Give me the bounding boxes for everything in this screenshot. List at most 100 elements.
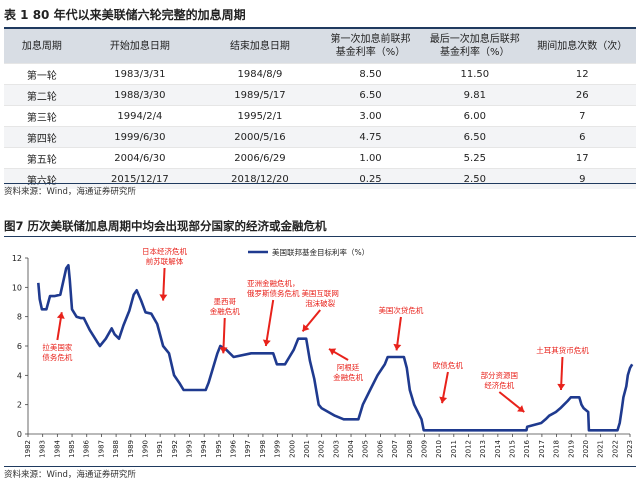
cell-count: 9: [528, 168, 636, 189]
x-tick-label: 2017: [538, 440, 546, 458]
table-title: 表 1 80 年代以来美联储六轮完整的加息周期: [4, 8, 246, 22]
x-tick-label: 2022: [611, 440, 619, 458]
x-tick-label: 1991: [156, 440, 164, 458]
x-tick-label: 1993: [186, 440, 194, 458]
annotation-text: 金融危机: [210, 306, 240, 316]
arrow-head-icon: [56, 312, 65, 319]
annotation: 美国次贷危机: [378, 305, 424, 351]
annotation-text: 金融危机: [333, 372, 363, 382]
cell-start: 1999/6/30: [79, 126, 200, 148]
fed-funds-rate-chart: 0 2 4 6 8 10 12 1982 1983 1984 1985 1986 1987 1988 198…: [12, 246, 634, 458]
x-tick-label: 2004: [347, 439, 355, 457]
x-tick-label: 2020: [582, 440, 590, 458]
figure-bottom-rule: [4, 466, 636, 467]
annotation-text: 经济危机: [484, 380, 514, 390]
x-tick-label: 2011: [450, 440, 458, 458]
x-tick-label: 2007: [391, 440, 399, 458]
table-header-row: 加息周期 开始加息日期 结束加息日期 第一次加息前联邦 基金利率（%） 最后一次加…: [4, 29, 636, 64]
annotation-text: 美国次贷危机: [378, 305, 423, 315]
x-tick-label: 2021: [597, 440, 605, 458]
cell-end: 1984/8/9: [199, 63, 320, 85]
cell-end: 2018/12/20: [199, 168, 320, 189]
annotation: 亚洲金融危机，俄罗斯债务危机: [247, 278, 300, 347]
cell-cycle: 第一轮: [4, 63, 80, 85]
chart-legend: 美国联邦基金目标利率（%）: [248, 247, 369, 257]
cell-rate-after: 9.81: [421, 84, 529, 106]
cell-end: 1995/2/1: [199, 105, 320, 127]
cell-rate-after: 2.50: [421, 168, 529, 189]
figure-title-rule: [4, 236, 636, 237]
annotation-text: 俄罗斯债务危机: [247, 288, 300, 298]
annotation-text: 土耳其货币危机: [536, 345, 589, 355]
table-source: 资料来源：Wind，海通证券研究所: [4, 187, 136, 197]
arrow-head-icon: [329, 348, 337, 356]
x-tick-label: 1997: [244, 440, 252, 458]
cell-end: 1989/5/17: [199, 84, 320, 106]
cell-count: 26: [528, 84, 636, 106]
cell-end: 2006/6/29: [199, 147, 320, 169]
cell-rate-after: 5.25: [421, 147, 529, 169]
annotation: 土耳其货币危机: [536, 345, 589, 391]
table-bottom-rule: [4, 183, 636, 184]
cell-start: 2004/6/30: [79, 147, 200, 169]
x-tick-label: 2009: [420, 440, 428, 458]
y-tick-label: 2: [17, 401, 22, 410]
x-tick-label: 1982: [24, 440, 32, 458]
x-tick-label: 2015: [509, 440, 517, 458]
cell-rate-before: 3.00: [319, 105, 422, 127]
header-start-date: 开始加息日期: [79, 29, 200, 64]
x-tick-label: 1996: [230, 439, 238, 457]
x-tick-label: 2018: [553, 440, 561, 458]
x-tick-label: 1988: [112, 440, 120, 458]
cell-cycle: 第四轮: [4, 126, 80, 148]
cell-rate-after: 6.50: [421, 126, 529, 148]
cell-rate-before: 6.50: [319, 84, 422, 106]
chart-marks: [37, 264, 634, 432]
table-row: 第一轮 1983/3/31 1984/8/9 8.50 11.50 12: [4, 63, 636, 85]
arrow-head-icon: [393, 343, 402, 351]
x-tick-label: 2008: [406, 440, 414, 458]
table-row: 第二轮 1988/3/30 1989/5/17 6.50 9.81 26: [4, 84, 636, 106]
x-tick-label: 2005: [362, 440, 370, 458]
x-tick-label: 2010: [435, 440, 443, 458]
x-tick-label: 2016: [523, 439, 531, 457]
figure-title: 图7 历次美联储加息周期中均会出现部分国家的经济或金融危机: [4, 219, 327, 233]
chart-annotations: 拉美国家债务危机日本经济危机前苏联解体墨西哥金融危机亚洲金融危机，俄罗斯债务危机…: [42, 246, 589, 413]
cell-cycle: 第三轮: [4, 105, 80, 127]
annotation-text: 欧债危机: [433, 360, 463, 370]
x-tick-label: 2019: [567, 440, 575, 458]
cell-cycle: 第二轮: [4, 84, 80, 106]
arrow-head-icon: [517, 405, 525, 412]
header-hike-count: 期间加息次数（次）: [528, 29, 636, 64]
x-tick-label: 1994: [200, 439, 208, 457]
y-tick-label: 6: [17, 342, 22, 351]
x-tick-label: 1987: [97, 440, 105, 458]
cell-rate-before: 4.75: [319, 126, 422, 148]
cell-start: 1994/2/4: [79, 105, 200, 127]
cell-end: 2000/5/16: [199, 126, 320, 148]
header-rate-after: 最后一次加息后联邦 基金利率（%）: [421, 29, 529, 64]
x-tick-label: 1995: [215, 440, 223, 458]
x-tick-label: 1984: [53, 439, 61, 457]
header-end-date: 结束加息日期: [199, 29, 320, 64]
series-line-fed-funds-rate: [37, 264, 634, 432]
table-row: 第四轮 1999/6/30 2000/5/16 4.75 6.50 6: [4, 126, 636, 148]
cell-rate-after: 11.50: [421, 63, 529, 85]
x-tick-label: 1999: [274, 440, 282, 458]
annotation-text: 墨西哥: [214, 297, 237, 306]
annotation-text: 债务危机: [42, 352, 72, 362]
arrow-head-icon: [159, 294, 168, 301]
x-tick-label: 1992: [171, 440, 179, 458]
legend-label: 美国联邦基金目标利率（%）: [272, 247, 369, 257]
figure-source: 资料来源：Wind，海通证券研究所: [4, 470, 136, 480]
y-tick-label: 10: [12, 283, 22, 292]
cell-rate-before: 0.25: [319, 168, 422, 189]
arrow-head-icon: [262, 339, 271, 346]
x-tick-label: 1983: [39, 440, 47, 458]
cell-count: 6: [528, 126, 636, 148]
